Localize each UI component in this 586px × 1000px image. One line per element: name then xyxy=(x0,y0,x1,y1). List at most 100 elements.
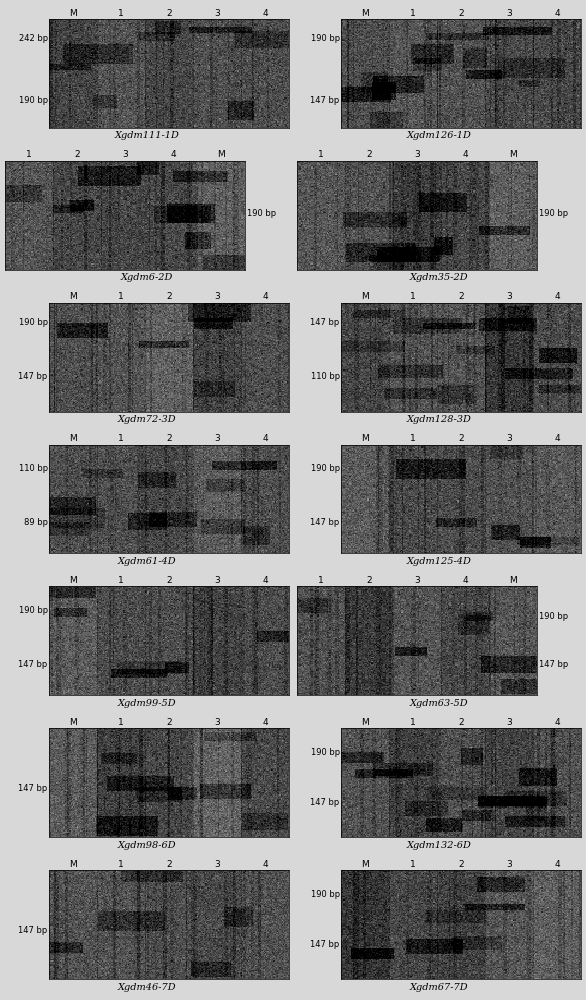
Text: 1: 1 xyxy=(26,150,32,159)
Text: Xgdm125-4D: Xgdm125-4D xyxy=(407,557,472,566)
Text: Xgdm61-4D: Xgdm61-4D xyxy=(118,557,176,566)
Text: Xgdm67-7D: Xgdm67-7D xyxy=(410,982,468,992)
Text: 1: 1 xyxy=(118,292,124,301)
Text: 3: 3 xyxy=(122,150,128,159)
Text: 2: 2 xyxy=(366,576,372,585)
Text: 190 bp: 190 bp xyxy=(539,209,568,218)
Text: 147 bp: 147 bp xyxy=(539,660,568,669)
Text: 2: 2 xyxy=(366,150,372,159)
Text: 190 bp: 190 bp xyxy=(311,34,340,43)
Text: 3: 3 xyxy=(214,9,220,18)
Text: 147 bp: 147 bp xyxy=(311,940,340,949)
Text: 4: 4 xyxy=(462,150,468,159)
Text: Xgdm72-3D: Xgdm72-3D xyxy=(118,415,176,424)
Text: 4: 4 xyxy=(554,434,560,443)
Text: 190 bp: 190 bp xyxy=(19,96,47,105)
Text: M: M xyxy=(69,576,77,585)
Text: 2: 2 xyxy=(458,860,464,869)
Text: 190 bp: 190 bp xyxy=(311,748,340,757)
Text: 147 bp: 147 bp xyxy=(311,798,340,807)
Text: 1: 1 xyxy=(118,860,124,869)
Text: M: M xyxy=(509,150,517,159)
Text: 190 bp: 190 bp xyxy=(311,890,340,899)
Text: 2: 2 xyxy=(166,9,172,18)
Text: 4: 4 xyxy=(262,576,268,585)
Text: 1: 1 xyxy=(318,150,324,159)
Text: 1: 1 xyxy=(118,9,124,18)
Text: 1: 1 xyxy=(118,718,124,727)
Text: Xgdm6-2D: Xgdm6-2D xyxy=(121,273,173,282)
Text: Xgdm99-5D: Xgdm99-5D xyxy=(118,699,176,708)
Text: 2: 2 xyxy=(458,434,464,443)
Text: 2: 2 xyxy=(166,434,172,443)
Text: 2: 2 xyxy=(166,292,172,301)
Text: 2: 2 xyxy=(166,860,172,869)
Text: 4: 4 xyxy=(170,150,176,159)
Text: 2: 2 xyxy=(166,576,172,585)
Text: 190 bp: 190 bp xyxy=(247,209,277,218)
Text: 1: 1 xyxy=(118,434,124,443)
Text: Xgdm98-6D: Xgdm98-6D xyxy=(118,841,176,850)
Text: 2: 2 xyxy=(458,9,464,18)
Text: M: M xyxy=(509,576,517,585)
Text: 147 bp: 147 bp xyxy=(311,518,340,527)
Text: 3: 3 xyxy=(214,292,220,301)
Text: 1: 1 xyxy=(410,434,416,443)
Text: Xgdm46-7D: Xgdm46-7D xyxy=(118,982,176,992)
Text: M: M xyxy=(361,718,369,727)
Text: 2: 2 xyxy=(74,150,80,159)
Text: 3: 3 xyxy=(414,576,420,585)
Text: 1: 1 xyxy=(410,9,416,18)
Text: 1: 1 xyxy=(410,860,416,869)
Text: 2: 2 xyxy=(458,718,464,727)
Text: 242 bp: 242 bp xyxy=(19,34,47,43)
Text: 3: 3 xyxy=(214,718,220,727)
Text: M: M xyxy=(361,860,369,869)
Text: 3: 3 xyxy=(506,9,512,18)
Text: 89 bp: 89 bp xyxy=(23,518,47,527)
Text: M: M xyxy=(69,292,77,301)
Text: 3: 3 xyxy=(506,434,512,443)
Text: M: M xyxy=(361,9,369,18)
Text: M: M xyxy=(69,9,77,18)
Text: 4: 4 xyxy=(554,9,560,18)
Text: 4: 4 xyxy=(554,292,560,301)
Text: 4: 4 xyxy=(262,9,268,18)
Text: 110 bp: 110 bp xyxy=(19,464,47,473)
Text: 110 bp: 110 bp xyxy=(311,372,340,381)
Text: 4: 4 xyxy=(554,718,560,727)
Text: 1: 1 xyxy=(318,576,324,585)
Text: M: M xyxy=(217,150,225,159)
Text: 190 bp: 190 bp xyxy=(19,606,47,615)
Text: 3: 3 xyxy=(506,292,512,301)
Text: 190 bp: 190 bp xyxy=(539,612,568,621)
Text: 3: 3 xyxy=(214,434,220,443)
Text: Xgdm35-2D: Xgdm35-2D xyxy=(410,273,468,282)
Text: 4: 4 xyxy=(262,860,268,869)
Text: 1: 1 xyxy=(410,292,416,301)
Text: 4: 4 xyxy=(262,292,268,301)
Text: 3: 3 xyxy=(506,718,512,727)
Text: 190 bp: 190 bp xyxy=(19,318,47,327)
Text: 147 bp: 147 bp xyxy=(18,372,47,381)
Text: M: M xyxy=(69,718,77,727)
Text: 147 bp: 147 bp xyxy=(18,660,47,669)
Text: Xgdm132-6D: Xgdm132-6D xyxy=(407,841,472,850)
Text: 147 bp: 147 bp xyxy=(18,784,47,793)
Text: M: M xyxy=(361,434,369,443)
Text: 4: 4 xyxy=(262,434,268,443)
Text: 3: 3 xyxy=(214,860,220,869)
Text: 147 bp: 147 bp xyxy=(311,96,340,105)
Text: 2: 2 xyxy=(458,292,464,301)
Text: 3: 3 xyxy=(414,150,420,159)
Text: Xgdm126-1D: Xgdm126-1D xyxy=(407,131,472,140)
Text: 190 bp: 190 bp xyxy=(311,464,340,473)
Text: 147 bp: 147 bp xyxy=(311,318,340,327)
Text: 4: 4 xyxy=(554,860,560,869)
Text: 1: 1 xyxy=(118,576,124,585)
Text: Xgdm63-5D: Xgdm63-5D xyxy=(410,699,468,708)
Text: 1: 1 xyxy=(410,718,416,727)
Text: M: M xyxy=(361,292,369,301)
Text: 3: 3 xyxy=(506,860,512,869)
Text: 2: 2 xyxy=(166,718,172,727)
